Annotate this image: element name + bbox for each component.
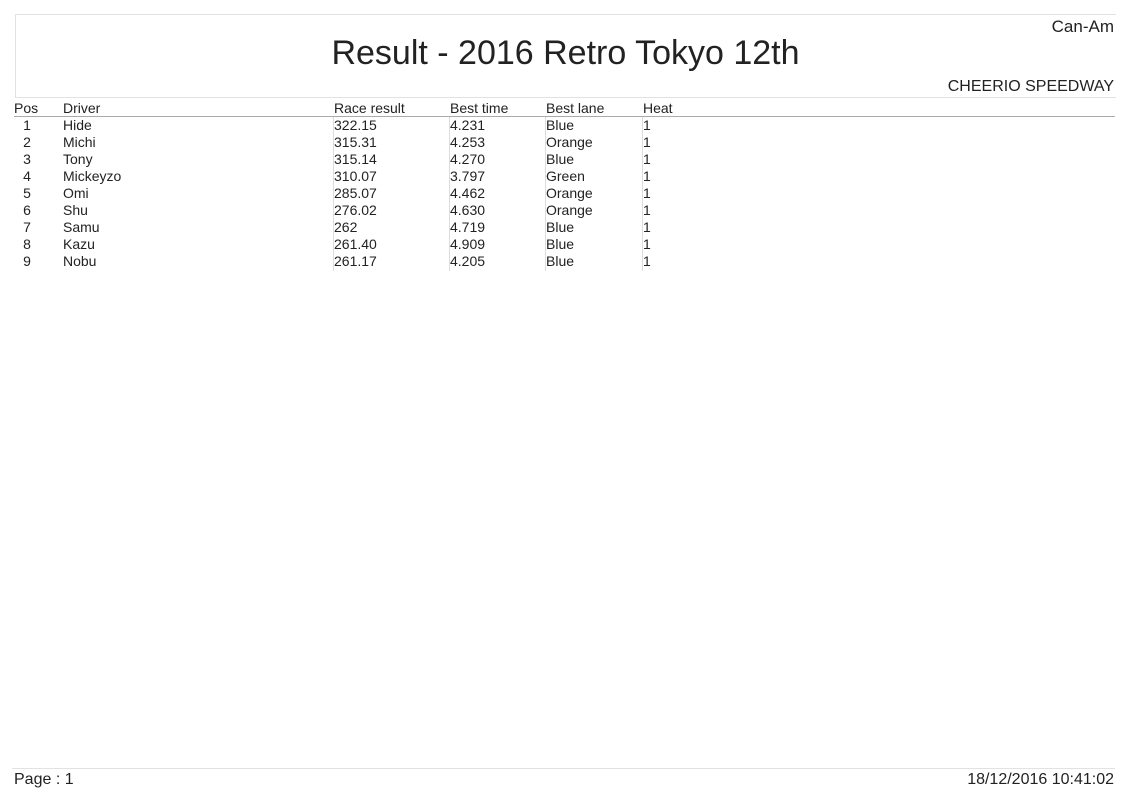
category-label: Can-Am [1051, 17, 1114, 36]
column-header-heat: Heat [643, 100, 673, 116]
cell-best-time: 4.630 [450, 202, 486, 218]
cell-race-result: 262 [334, 219, 358, 235]
column-header-driver: Driver [63, 100, 101, 116]
table-row: 7 Samu 262 4.719 Blue 1 [14, 219, 1014, 236]
cell-best-time: 4.270 [450, 151, 486, 167]
page-number: Page : 1 [14, 771, 74, 788]
cell-pos: 4 [23, 168, 31, 184]
cell-driver: Nobu [63, 253, 97, 269]
cell-best-time: 4.231 [450, 117, 486, 133]
venue-label: CHEERIO SPEEDWAY [947, 78, 1114, 95]
cell-pos: 6 [23, 202, 31, 218]
cell-pos: 3 [23, 151, 31, 167]
cell-pos: 9 [23, 253, 31, 269]
cell-best-time: 4.253 [450, 134, 486, 150]
table-row: 4 Mickeyzo 310.07 3.797 Green 1 [14, 168, 1014, 185]
table-row: 1 Hide 322.15 4.231 Blue 1 [14, 117, 1014, 134]
cell-race-result: 261.17 [334, 253, 377, 269]
cell-best-lane: Green [546, 168, 585, 184]
cell-driver: Omi [63, 185, 89, 201]
cell-heat: 1 [643, 253, 651, 269]
cell-pos: 7 [23, 219, 31, 235]
cell-race-result: 276.02 [334, 202, 377, 218]
cell-pos: 5 [23, 185, 31, 201]
column-divider [545, 117, 546, 271]
column-header-race-result: Race result [334, 100, 405, 116]
cell-driver: Michi [63, 134, 96, 150]
cell-heat: 1 [643, 202, 651, 218]
cell-driver: Mickeyzo [63, 168, 122, 184]
cell-best-time: 4.909 [450, 236, 486, 252]
table-row: 5 Omi 285.07 4.462 Orange 1 [14, 185, 1014, 202]
cell-driver: Kazu [63, 236, 95, 252]
column-header-best-time: Best time [450, 100, 509, 116]
cell-best-lane: Blue [546, 117, 575, 133]
table-row: 2 Michi 315.31 4.253 Orange 1 [14, 134, 1014, 151]
print-datetime: 18/12/2016 10:41:02 [967, 771, 1114, 788]
header-frame [15, 14, 1116, 98]
cell-heat: 1 [643, 185, 651, 201]
cell-pos: 8 [23, 236, 31, 252]
page-title: Result - 2016 Retro Tokyo 12th [331, 34, 800, 72]
column-divider [333, 117, 334, 271]
cell-pos: 1 [23, 117, 31, 133]
cell-heat: 1 [643, 134, 651, 150]
cell-best-lane: Orange [546, 134, 593, 150]
table-row: 6 Shu 276.02 4.630 Orange 1 [14, 202, 1014, 219]
column-divider [642, 117, 643, 271]
cell-best-lane: Orange [546, 185, 593, 201]
cell-best-lane: Blue [546, 151, 575, 167]
cell-best-lane: Blue [546, 253, 575, 269]
cell-heat: 1 [643, 117, 651, 133]
table-row: 8 Kazu 261.40 4.909 Blue 1 [14, 236, 1014, 253]
cell-best-lane: Orange [546, 202, 593, 218]
footer-frame [12, 768, 1115, 791]
cell-best-time: 4.205 [450, 253, 486, 269]
table-row: 3 Tony 315.14 4.270 Blue 1 [14, 151, 1014, 168]
cell-race-result: 285.07 [334, 185, 377, 201]
cell-driver: Samu [63, 219, 100, 235]
cell-heat: 1 [643, 151, 651, 167]
cell-best-time: 3.797 [450, 168, 486, 184]
table-row: 9 Nobu 261.17 4.205 Blue 1 [14, 253, 1014, 270]
cell-driver: Tony [63, 151, 93, 167]
cell-race-result: 322.15 [334, 117, 377, 133]
cell-heat: 1 [643, 168, 651, 184]
cell-race-result: 315.31 [334, 134, 377, 150]
column-divider [449, 117, 450, 271]
cell-pos: 2 [23, 134, 31, 150]
cell-best-time: 4.462 [450, 185, 486, 201]
table-header: Pos Driver Race result Best time Best la… [14, 100, 1115, 117]
cell-driver: Hide [63, 117, 92, 133]
cell-race-result: 261.40 [334, 236, 377, 252]
cell-best-lane: Blue [546, 219, 575, 235]
cell-driver: Shu [63, 202, 88, 218]
cell-best-lane: Blue [546, 236, 575, 252]
cell-heat: 1 [643, 236, 651, 252]
cell-heat: 1 [643, 219, 651, 235]
column-header-pos: Pos [14, 100, 39, 116]
column-header-best-lane: Best lane [546, 100, 605, 116]
cell-best-time: 4.719 [450, 219, 486, 235]
cell-race-result: 315.14 [334, 151, 377, 167]
cell-race-result: 310.07 [334, 168, 377, 184]
